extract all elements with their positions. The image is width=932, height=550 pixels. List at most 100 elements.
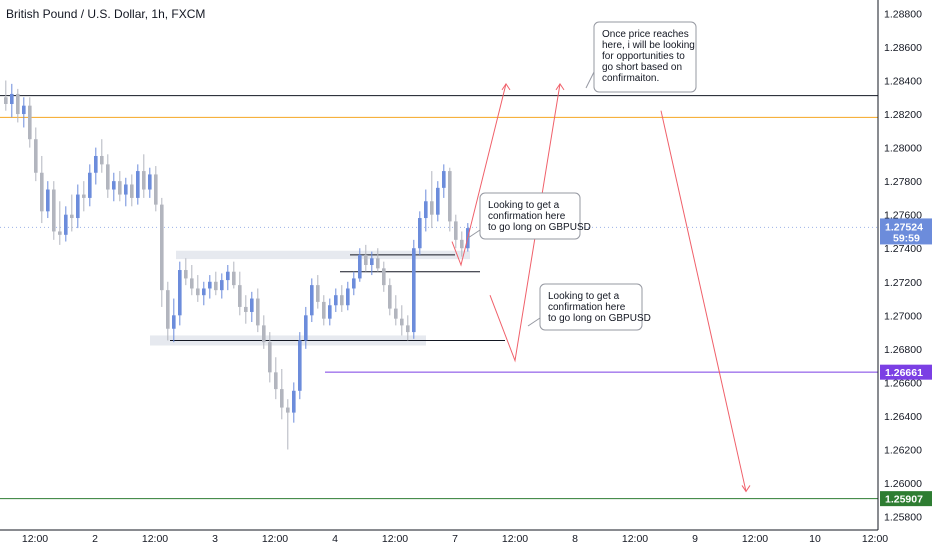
candle[interactable] <box>232 261 236 289</box>
candle[interactable] <box>412 239 416 339</box>
candle[interactable] <box>34 127 38 182</box>
note-line: Looking to get a <box>488 200 560 211</box>
candle[interactable] <box>304 306 308 349</box>
candle[interactable] <box>142 154 146 198</box>
candle[interactable] <box>100 139 104 173</box>
candle-body <box>46 189 50 212</box>
level-price-label: 1.26661 <box>885 367 923 379</box>
price-axis-panel[interactable] <box>878 0 932 530</box>
candle[interactable] <box>418 211 422 255</box>
candle[interactable] <box>196 275 200 302</box>
candle[interactable] <box>382 261 386 292</box>
candle[interactable] <box>214 271 218 296</box>
candle[interactable] <box>118 171 122 202</box>
candle[interactable] <box>454 214 458 249</box>
candle[interactable] <box>268 332 272 383</box>
candle[interactable] <box>316 275 320 309</box>
candle[interactable] <box>292 382 296 423</box>
candle[interactable] <box>346 281 350 311</box>
candle[interactable] <box>250 291 254 323</box>
candle[interactable] <box>460 231 464 257</box>
candle[interactable] <box>208 275 212 299</box>
candle[interactable] <box>64 206 68 242</box>
candle[interactable] <box>370 251 374 276</box>
candle[interactable] <box>394 295 398 326</box>
candle[interactable] <box>124 177 128 207</box>
time-tick-label: 12:00 <box>862 533 888 545</box>
candle[interactable] <box>328 298 332 326</box>
candle[interactable] <box>448 167 452 232</box>
candle[interactable] <box>106 154 110 198</box>
candle[interactable] <box>220 273 224 299</box>
candle[interactable] <box>430 171 434 229</box>
candle[interactable] <box>436 181 440 222</box>
candle[interactable] <box>22 97 26 128</box>
arrow-down-to-target[interactable] <box>660 110 747 492</box>
candle[interactable] <box>94 147 98 185</box>
candle[interactable] <box>184 258 188 286</box>
candle[interactable] <box>274 357 278 400</box>
candle[interactable] <box>364 244 368 272</box>
price-zone[interactable] <box>176 250 470 260</box>
candle[interactable] <box>256 288 260 333</box>
candle[interactable] <box>244 295 248 324</box>
candle[interactable] <box>400 305 404 336</box>
candle[interactable] <box>10 83 14 118</box>
candle[interactable] <box>52 181 56 240</box>
candle[interactable] <box>388 278 392 316</box>
candle[interactable] <box>28 97 32 148</box>
candle[interactable] <box>226 265 230 291</box>
candle[interactable] <box>202 281 206 306</box>
price-tick-label: 1.26200 <box>884 444 922 456</box>
candle[interactable] <box>154 166 158 212</box>
candle[interactable] <box>70 194 74 232</box>
candle[interactable] <box>406 315 410 341</box>
candle[interactable] <box>190 265 194 296</box>
candle-body <box>58 231 62 235</box>
candle[interactable] <box>130 174 134 207</box>
price-tick-label: 1.28600 <box>884 42 922 54</box>
candle[interactable] <box>160 197 164 307</box>
candle[interactable] <box>376 248 380 272</box>
candle[interactable] <box>88 164 92 207</box>
candle[interactable] <box>322 295 326 326</box>
candle[interactable] <box>58 201 62 245</box>
candle-body <box>34 139 38 173</box>
time-axis-panel[interactable] <box>0 530 932 550</box>
candle[interactable] <box>112 172 116 202</box>
candle[interactable] <box>340 285 344 312</box>
candle[interactable] <box>16 88 20 123</box>
candle[interactable] <box>46 181 50 219</box>
candle[interactable] <box>4 80 8 111</box>
candle[interactable] <box>172 298 176 343</box>
candle[interactable] <box>358 248 362 282</box>
candle[interactable] <box>148 167 152 198</box>
candle[interactable] <box>166 281 170 341</box>
candle[interactable] <box>76 184 80 229</box>
note-box <box>539 283 643 331</box>
candle[interactable] <box>424 189 428 232</box>
candle[interactable] <box>136 164 140 205</box>
candle[interactable] <box>442 164 446 198</box>
candle-body <box>88 172 92 198</box>
candle[interactable] <box>262 315 266 349</box>
candle[interactable] <box>286 399 290 450</box>
arrow-up-from-support[interactable] <box>489 83 561 363</box>
candle[interactable] <box>280 368 284 420</box>
candle[interactable] <box>334 288 338 312</box>
candle-body <box>424 201 428 219</box>
candle-body <box>70 214 74 219</box>
candle[interactable] <box>238 271 242 316</box>
arrow-up-to-resistance[interactable] <box>451 83 507 267</box>
candle[interactable] <box>40 155 44 224</box>
candle[interactable] <box>178 261 182 326</box>
candle[interactable] <box>82 181 86 212</box>
candle[interactable] <box>352 271 356 296</box>
time-axis: 12:00 2 12:00 3 12:00 4 12:00 7 12:00 8 12:00 9 12:0… <box>22 533 888 545</box>
candle[interactable] <box>298 332 302 400</box>
candle[interactable] <box>310 278 314 323</box>
